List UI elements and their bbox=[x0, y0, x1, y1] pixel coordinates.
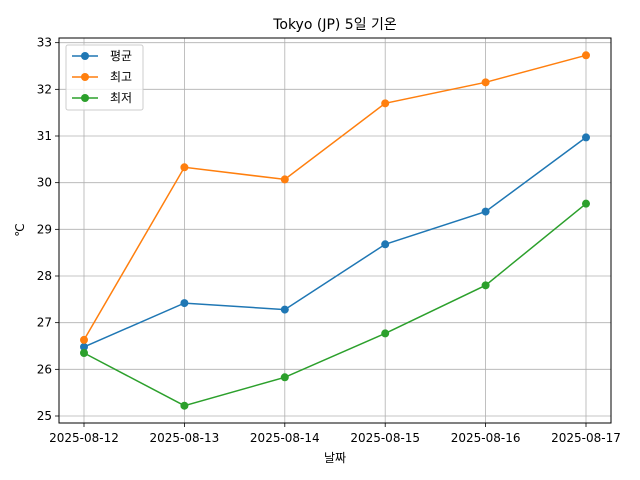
legend-marker bbox=[81, 52, 89, 60]
data-point bbox=[280, 373, 289, 382]
data-point bbox=[481, 281, 490, 290]
y-axis-label: ℃ bbox=[13, 223, 27, 236]
series-line bbox=[83, 136, 587, 348]
plot-frame bbox=[58, 37, 612, 424]
data-point bbox=[280, 175, 289, 184]
legend-label: 최저 bbox=[110, 91, 132, 105]
data-point bbox=[582, 199, 590, 208]
y-tick-label: 26 bbox=[37, 362, 52, 376]
legend-label: 최고 bbox=[110, 70, 132, 84]
data-point bbox=[582, 133, 590, 142]
grid-lines bbox=[59, 38, 611, 423]
data-point bbox=[582, 51, 590, 60]
y-tick-label: 27 bbox=[37, 316, 52, 330]
series-line bbox=[83, 54, 587, 341]
x-tick-label: 2025-08-14 bbox=[250, 431, 320, 445]
y-tick-label: 33 bbox=[37, 36, 52, 50]
series-3 bbox=[80, 199, 590, 410]
y-tick-label: 28 bbox=[37, 269, 52, 283]
data-point bbox=[381, 329, 390, 338]
x-tick-label: 2025-08-12 bbox=[49, 431, 119, 445]
legend-marker bbox=[81, 73, 89, 81]
x-tick-label: 2025-08-13 bbox=[150, 431, 220, 445]
legend-item: 최고 bbox=[72, 70, 132, 84]
data-point bbox=[381, 99, 390, 108]
x-tick-label: 2025-08-15 bbox=[350, 431, 420, 445]
legend-box bbox=[65, 44, 144, 111]
chart-title: Tokyo (JP) 5일 기온 bbox=[272, 17, 397, 33]
data-point bbox=[180, 299, 189, 308]
legend-marker bbox=[81, 94, 89, 102]
series-layer bbox=[80, 51, 590, 410]
x-tick-label: 2025-08-16 bbox=[451, 431, 521, 445]
series-line bbox=[83, 203, 587, 407]
data-point bbox=[180, 401, 189, 410]
data-point bbox=[80, 342, 88, 351]
data-point bbox=[180, 163, 189, 172]
series-1 bbox=[80, 133, 590, 351]
y-tick-label: 29 bbox=[37, 222, 52, 236]
y-tick-label: 31 bbox=[37, 129, 52, 143]
data-point bbox=[381, 240, 390, 249]
legend-item: 최저 bbox=[72, 91, 132, 105]
data-point bbox=[481, 207, 490, 216]
y-tick-label: 30 bbox=[37, 176, 52, 190]
series-2 bbox=[80, 51, 590, 344]
x-tick-label: 2025-08-17 bbox=[551, 431, 621, 445]
x-axis-label: 날짜 bbox=[324, 451, 346, 465]
legend-label: 평균 bbox=[110, 49, 132, 63]
y-tick-label: 32 bbox=[37, 82, 52, 96]
data-point bbox=[80, 349, 88, 357]
x-axis-ticks: 2025-08-12 2025-08-13 2025-08-14 2025-08-15… bbox=[49, 423, 621, 445]
legend-item: 평균 bbox=[72, 49, 132, 63]
y-axis-ticks: 25 26 27 28 29 30 31 32 33 bbox=[37, 36, 59, 423]
data-point bbox=[80, 335, 88, 344]
y-tick-label: 25 bbox=[37, 409, 52, 423]
data-point bbox=[280, 305, 289, 314]
data-point bbox=[481, 78, 490, 87]
